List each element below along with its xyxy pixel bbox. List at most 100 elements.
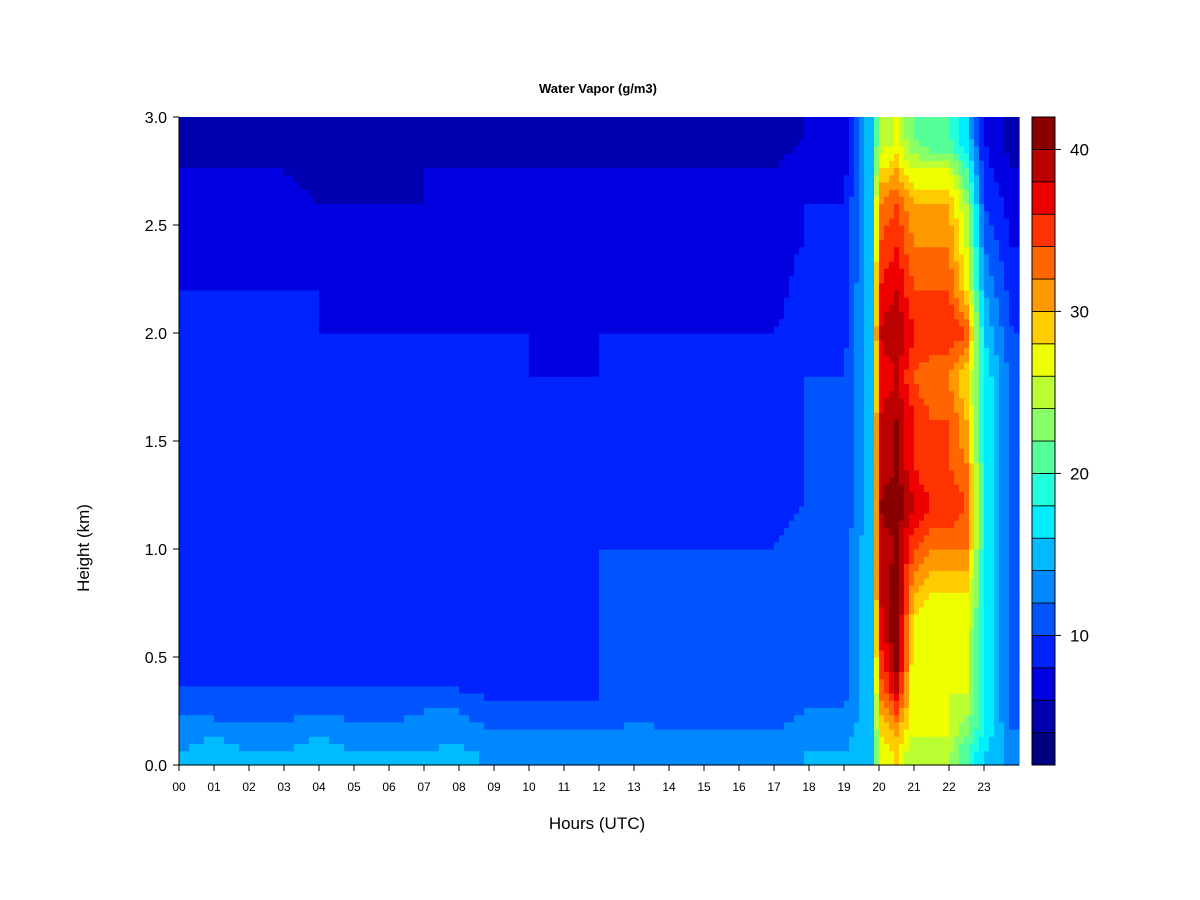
heatmap-cell — [199, 685, 205, 694]
heatmap-cell — [929, 628, 935, 636]
heatmap-cell — [654, 628, 660, 636]
heatmap-cell — [959, 563, 965, 572]
heatmap-cell — [514, 729, 520, 737]
heatmap-cell — [674, 707, 680, 716]
heatmap-cell — [769, 649, 775, 658]
heatmap-cell — [974, 671, 980, 680]
heatmap-cell — [699, 685, 705, 694]
heatmap-cell — [689, 621, 695, 629]
heatmap-cell — [219, 736, 225, 744]
heatmap-cell — [384, 707, 390, 716]
heatmap-cell — [799, 570, 805, 579]
heatmap-cell — [289, 577, 295, 586]
heatmap-cell — [289, 678, 295, 687]
heatmap-cell — [909, 563, 915, 572]
heatmap-cell — [364, 707, 370, 716]
heatmap-cell — [939, 685, 945, 694]
heatmap-cell — [564, 714, 570, 723]
heatmap-cell — [944, 635, 950, 644]
heatmap-cell — [609, 707, 615, 716]
heatmap-cell — [439, 678, 445, 687]
heatmap-cell — [364, 736, 370, 744]
heatmap-cell — [234, 592, 240, 600]
heatmap-cell — [234, 635, 240, 644]
heatmap-cell — [274, 606, 280, 615]
heatmap-cell — [404, 729, 410, 737]
heatmap-cell — [444, 577, 450, 586]
heatmap-cell — [944, 707, 950, 716]
heatmap-cell — [929, 743, 935, 752]
heatmap-cell — [979, 729, 985, 737]
heatmap-cell — [209, 621, 215, 629]
heatmap-cell — [504, 700, 510, 708]
heatmap-cell — [849, 671, 855, 680]
heatmap-cell — [449, 729, 455, 737]
heatmap-cell — [554, 563, 560, 572]
heatmap-cell — [809, 649, 815, 658]
heatmap-cell — [859, 635, 865, 644]
heatmap-cell — [719, 714, 725, 723]
heatmap-cell — [179, 757, 185, 766]
heatmap-cell — [574, 628, 580, 636]
heatmap-cell — [879, 685, 885, 694]
heatmap-cell — [769, 721, 775, 730]
heatmap-cell — [839, 664, 845, 672]
heatmap-cell — [344, 577, 350, 586]
heatmap-cell — [599, 606, 605, 615]
heatmap-cell — [634, 657, 640, 665]
heatmap-cell — [554, 621, 560, 629]
heatmap-cell — [409, 592, 415, 600]
heatmap-cell — [539, 585, 545, 593]
heatmap-cell — [259, 556, 265, 564]
heatmap-cell — [519, 635, 525, 644]
heatmap-cell — [444, 707, 450, 716]
heatmap-cell — [919, 743, 925, 752]
heatmap-cell — [429, 750, 435, 759]
heatmap-cell — [994, 707, 1000, 716]
heatmap-cell — [194, 585, 200, 593]
heatmap-cell — [474, 628, 480, 636]
heatmap-cell — [504, 757, 510, 766]
heatmap-cell — [369, 664, 375, 672]
heatmap-cell — [489, 585, 495, 593]
heatmap-cell — [624, 664, 630, 672]
heatmap-cell — [214, 628, 220, 636]
heatmap-cell — [214, 750, 220, 759]
heatmap-cell — [409, 729, 415, 737]
heatmap-cell — [399, 621, 405, 629]
heatmap-cell — [294, 664, 300, 672]
heatmap-cell — [694, 721, 700, 730]
heatmap-cell — [284, 693, 290, 701]
heatmap-cell — [414, 606, 420, 615]
heatmap-cell — [774, 721, 780, 730]
heatmap-cell — [224, 757, 230, 766]
heatmap-cell — [634, 642, 640, 651]
heatmap-cell — [594, 585, 600, 593]
heatmap-cell — [279, 700, 285, 708]
heatmap-cell — [829, 750, 835, 759]
heatmap-cell — [529, 685, 535, 694]
heatmap-cell — [659, 563, 665, 572]
heatmap-cell — [349, 714, 355, 723]
heatmap-cell — [819, 757, 825, 766]
heatmap-cell — [424, 577, 430, 586]
heatmap-cell — [909, 671, 915, 680]
heatmap-cell — [324, 721, 330, 730]
heatmap-cell — [449, 635, 455, 644]
heatmap-cell — [724, 585, 730, 593]
heatmap-cell — [414, 642, 420, 651]
heatmap-cell — [774, 577, 780, 586]
heatmap-cell — [599, 628, 605, 636]
heatmap-cell — [614, 750, 620, 759]
heatmap-cell — [574, 577, 580, 586]
heatmap-cell — [989, 621, 995, 629]
heatmap-cell — [554, 757, 560, 766]
heatmap-cell — [749, 642, 755, 651]
heatmap-cell — [804, 628, 810, 636]
heatmap-cell — [634, 592, 640, 600]
heatmap-cell — [949, 743, 955, 752]
heatmap-cell — [254, 570, 260, 579]
heatmap-cell — [319, 721, 325, 730]
heatmap-cell — [1014, 642, 1020, 651]
heatmap-cell — [649, 549, 655, 557]
